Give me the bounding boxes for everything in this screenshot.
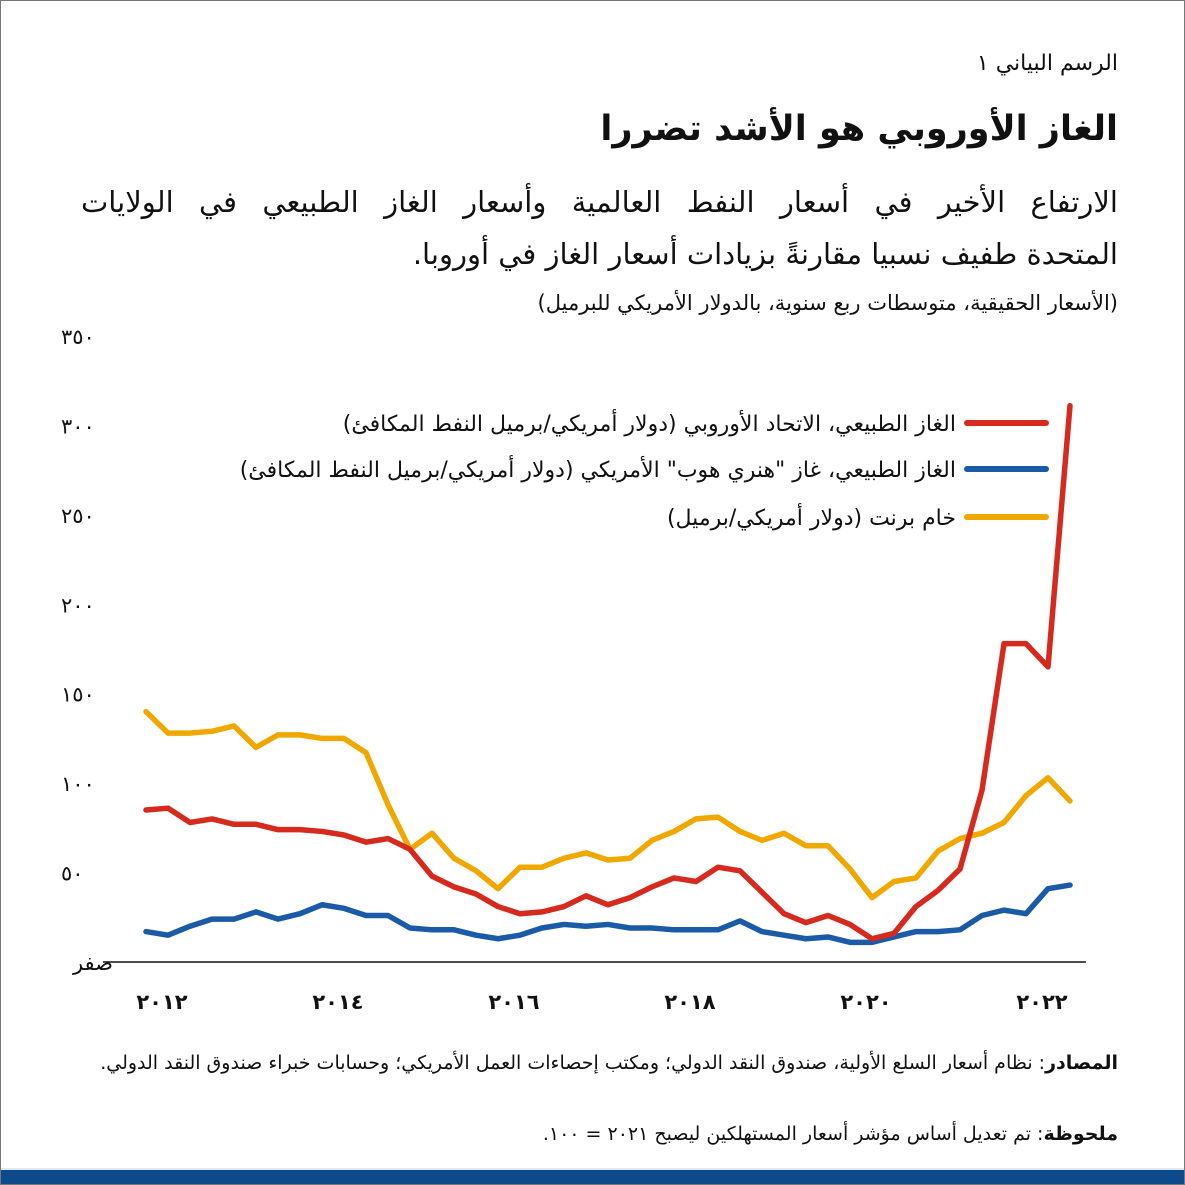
sources-note: المصادر: نظام أسعار السلع الأولية، صندوق…: [91, 1046, 1118, 1080]
note-text: : تم تعديل أساس مؤشر أسعار المستهلكين لي…: [542, 1123, 1044, 1145]
chart-number-label: الرسم البياني ١: [976, 51, 1118, 76]
legend-label: الغاز الطبيعي، الاتحاد الأوروبي (دولار أ…: [343, 409, 956, 437]
chart-units: (الأسعار الحقيقية، متوسطات ربع سنوية، با…: [537, 291, 1118, 315]
legend-label: الغاز الطبيعي، غاز "هنري هوب" الأمريكي (…: [240, 455, 956, 483]
y-tick-label: ٣٥٠: [61, 325, 95, 349]
y-tick-label: ٢٥٠: [61, 504, 95, 528]
series-line: [143, 708, 1073, 901]
chart-title: الغاز الأوروبي هو الأشد تضررا: [600, 109, 1118, 149]
chart-subtitle-line1: الارتفاع الأخير في أسعار النفط العالمية …: [81, 185, 1118, 219]
y-tick-label: ١٥٠: [61, 683, 95, 707]
chart-subtitle-line2: المتحدة طفيف نسبيا مقارنةً بزيادات أسعار…: [412, 237, 1118, 271]
y-tick-label: ٢٠٠: [61, 593, 95, 617]
x-tick-label: ٢٠١٤: [312, 990, 363, 1014]
legend-label: خام برنت (دولار أمريكي/برميل): [667, 503, 956, 531]
y-tick-label: ٥٠: [61, 862, 84, 886]
sources-text: : نظام أسعار السلع الأولية، صندوق النقد …: [100, 1052, 1046, 1074]
y-tick-label: ١٠٠: [61, 772, 95, 796]
sources-label: المصادر: [1045, 1052, 1118, 1074]
footnote: ملحوظة: تم تعديل أساس مؤشر أسعار المستهل…: [543, 1123, 1118, 1145]
note-label: ملحوظة: [1043, 1123, 1118, 1145]
y-tick-label: صفر: [72, 951, 113, 975]
x-tick-label: ٢٠١٢: [136, 990, 187, 1014]
x-tick-label: ٢٠١٨: [664, 990, 715, 1014]
x-tick-label: ٢٠٢٢: [1016, 990, 1067, 1014]
x-tick-label: ٢٠١٦: [488, 990, 539, 1014]
x-tick-label: ٢٠٢٠: [840, 990, 891, 1014]
bottom-brand-band: [1, 1168, 1184, 1184]
y-tick-label: ٣٠٠: [61, 414, 95, 438]
